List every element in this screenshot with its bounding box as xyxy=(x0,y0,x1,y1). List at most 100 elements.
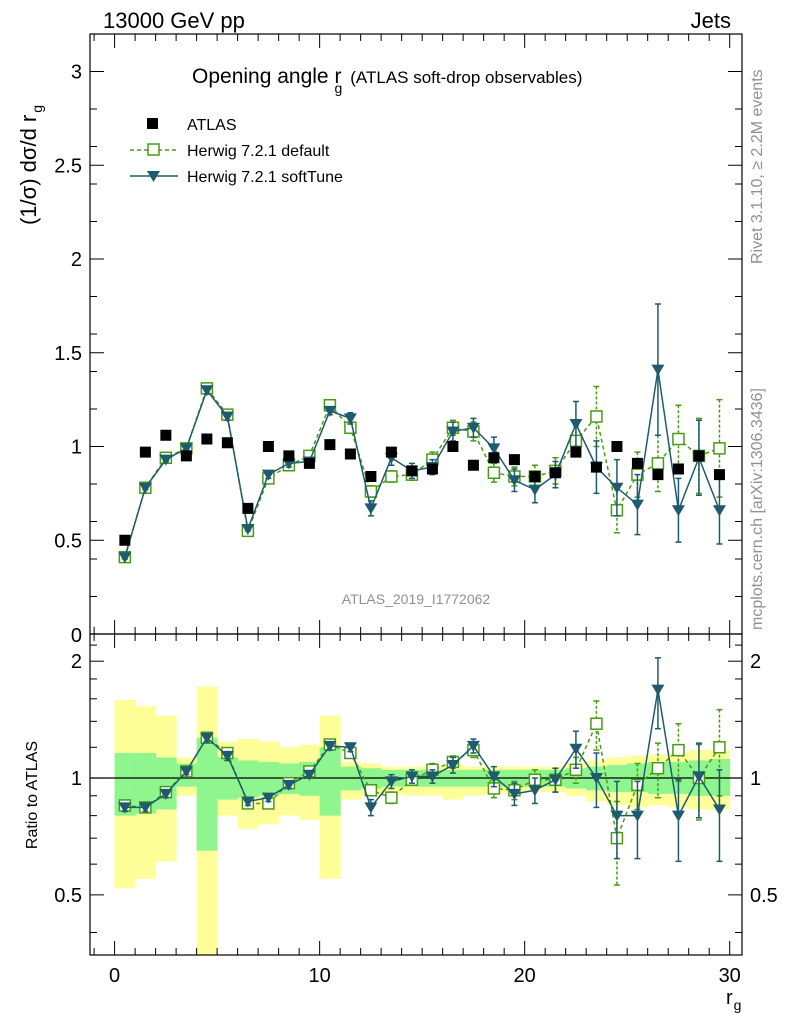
plot-title: Opening angle rg (ATLAS soft-drop observa… xyxy=(192,65,582,96)
legend-default-marker xyxy=(147,143,160,156)
data-point xyxy=(138,482,152,494)
band-inner-bin xyxy=(196,737,218,851)
data-point xyxy=(630,810,644,822)
data-point xyxy=(405,771,419,783)
data-point xyxy=(590,410,603,423)
data-point xyxy=(693,450,705,462)
ratio-panel: 0 10 20 300.5 0.51 12 2 xyxy=(54,34,778,987)
main-panel: 0.5 1 1.5 2 2.5 3 0 xyxy=(54,33,743,647)
data-point xyxy=(507,788,521,800)
header-right: Jets xyxy=(691,8,731,33)
legend-atlas-label: ATLAS xyxy=(187,117,237,134)
y-tick-label: 2.5 xyxy=(54,155,82,177)
data-point xyxy=(713,469,725,481)
legend: ATLAS Herwig 7.2.1 default Herwig 7.2.1 … xyxy=(130,117,343,186)
main-ylabel-text: (1/σ) dσ/d r xyxy=(16,115,41,225)
data-point xyxy=(487,443,501,455)
plot-title-text: Opening angle r xyxy=(192,65,341,88)
data-point xyxy=(569,419,583,430)
data-point xyxy=(159,788,173,800)
data-point xyxy=(323,405,337,417)
y-tick-label: 0.5 xyxy=(54,530,82,552)
header-left: 13000 GeV pp xyxy=(103,8,245,33)
data-point xyxy=(303,457,315,469)
data-point xyxy=(119,534,131,546)
data-point xyxy=(631,457,643,469)
legend-default-label: Herwig 7.2.1 default xyxy=(187,143,330,160)
ratio-ylabel: Ratio to ATLAS xyxy=(24,741,41,849)
data-point xyxy=(384,776,398,788)
data-point xyxy=(118,552,132,564)
data-point xyxy=(406,465,418,477)
legend-atlas-marker xyxy=(147,118,158,129)
data-point xyxy=(179,766,193,778)
band-inner-bin xyxy=(135,753,157,814)
ratio-y-tick-label-right: 0.5 xyxy=(750,885,778,907)
data-point xyxy=(671,810,685,822)
x-tick-label: 10 xyxy=(309,965,331,987)
data-point xyxy=(447,441,459,452)
x-tick-label: 30 xyxy=(719,965,741,987)
data-point xyxy=(262,441,274,452)
data-point xyxy=(343,413,357,425)
x-tick-label: 20 xyxy=(514,965,536,987)
y-tick-label: 3 xyxy=(71,62,82,84)
data-point xyxy=(385,470,398,483)
data-point xyxy=(651,761,665,775)
data-point xyxy=(590,717,603,730)
data-point xyxy=(159,454,173,466)
data-point xyxy=(446,760,460,772)
data-point xyxy=(118,802,132,814)
data-point xyxy=(651,684,665,696)
ratio-y-tick-label: 2 xyxy=(71,651,82,673)
x-tick-label: 0 xyxy=(109,965,120,987)
data-point xyxy=(488,452,500,464)
ratio-y-tick-label: 0.5 xyxy=(54,885,82,907)
ratio-y-tick-label: 1 xyxy=(71,768,82,790)
y-tick-label: 1 xyxy=(71,437,82,459)
data-point xyxy=(180,450,192,462)
data-point xyxy=(364,503,378,515)
data-point xyxy=(426,463,438,475)
data-point xyxy=(548,774,562,786)
data-point xyxy=(160,429,172,441)
xlabel: rg xyxy=(726,987,741,1013)
data-point xyxy=(528,484,542,496)
plot-title-sub: g xyxy=(334,80,342,96)
data-point xyxy=(467,459,479,471)
data-point xyxy=(466,740,480,752)
data-point xyxy=(713,741,726,754)
band-inner-bin xyxy=(237,760,259,798)
legend-soft-label: Herwig 7.2.1 softTune xyxy=(187,169,343,186)
mcplots-label: mcplots.cern.ch [arXiv:1306.3436] xyxy=(749,388,766,630)
data-point xyxy=(364,802,378,814)
data-point xyxy=(692,771,706,783)
main-ylabel: (1/σ) dσ/d r g xyxy=(16,105,45,225)
data-point xyxy=(139,446,151,458)
data-point xyxy=(343,742,357,754)
data-point xyxy=(610,810,624,822)
data-point xyxy=(508,454,520,466)
data-point xyxy=(344,448,356,460)
data-point xyxy=(466,422,480,434)
data-point xyxy=(323,740,337,752)
data-point xyxy=(261,792,275,804)
xlabel-sub: g xyxy=(734,997,742,1013)
data-point xyxy=(302,769,316,781)
data-point xyxy=(549,467,561,479)
watermark: ATLAS_2019_I1772062 xyxy=(342,591,491,607)
series-line xyxy=(124,386,720,558)
data-point xyxy=(528,785,542,797)
data-point xyxy=(179,443,193,455)
data-point xyxy=(324,439,336,451)
data-point xyxy=(385,791,398,804)
data-point xyxy=(570,446,582,458)
data-point xyxy=(242,502,254,514)
data-point xyxy=(200,385,214,397)
data-point xyxy=(671,505,685,517)
band-inner-bin xyxy=(319,747,341,816)
data-point xyxy=(672,432,685,446)
data-point xyxy=(630,499,644,511)
band-inner-bin xyxy=(258,761,280,796)
